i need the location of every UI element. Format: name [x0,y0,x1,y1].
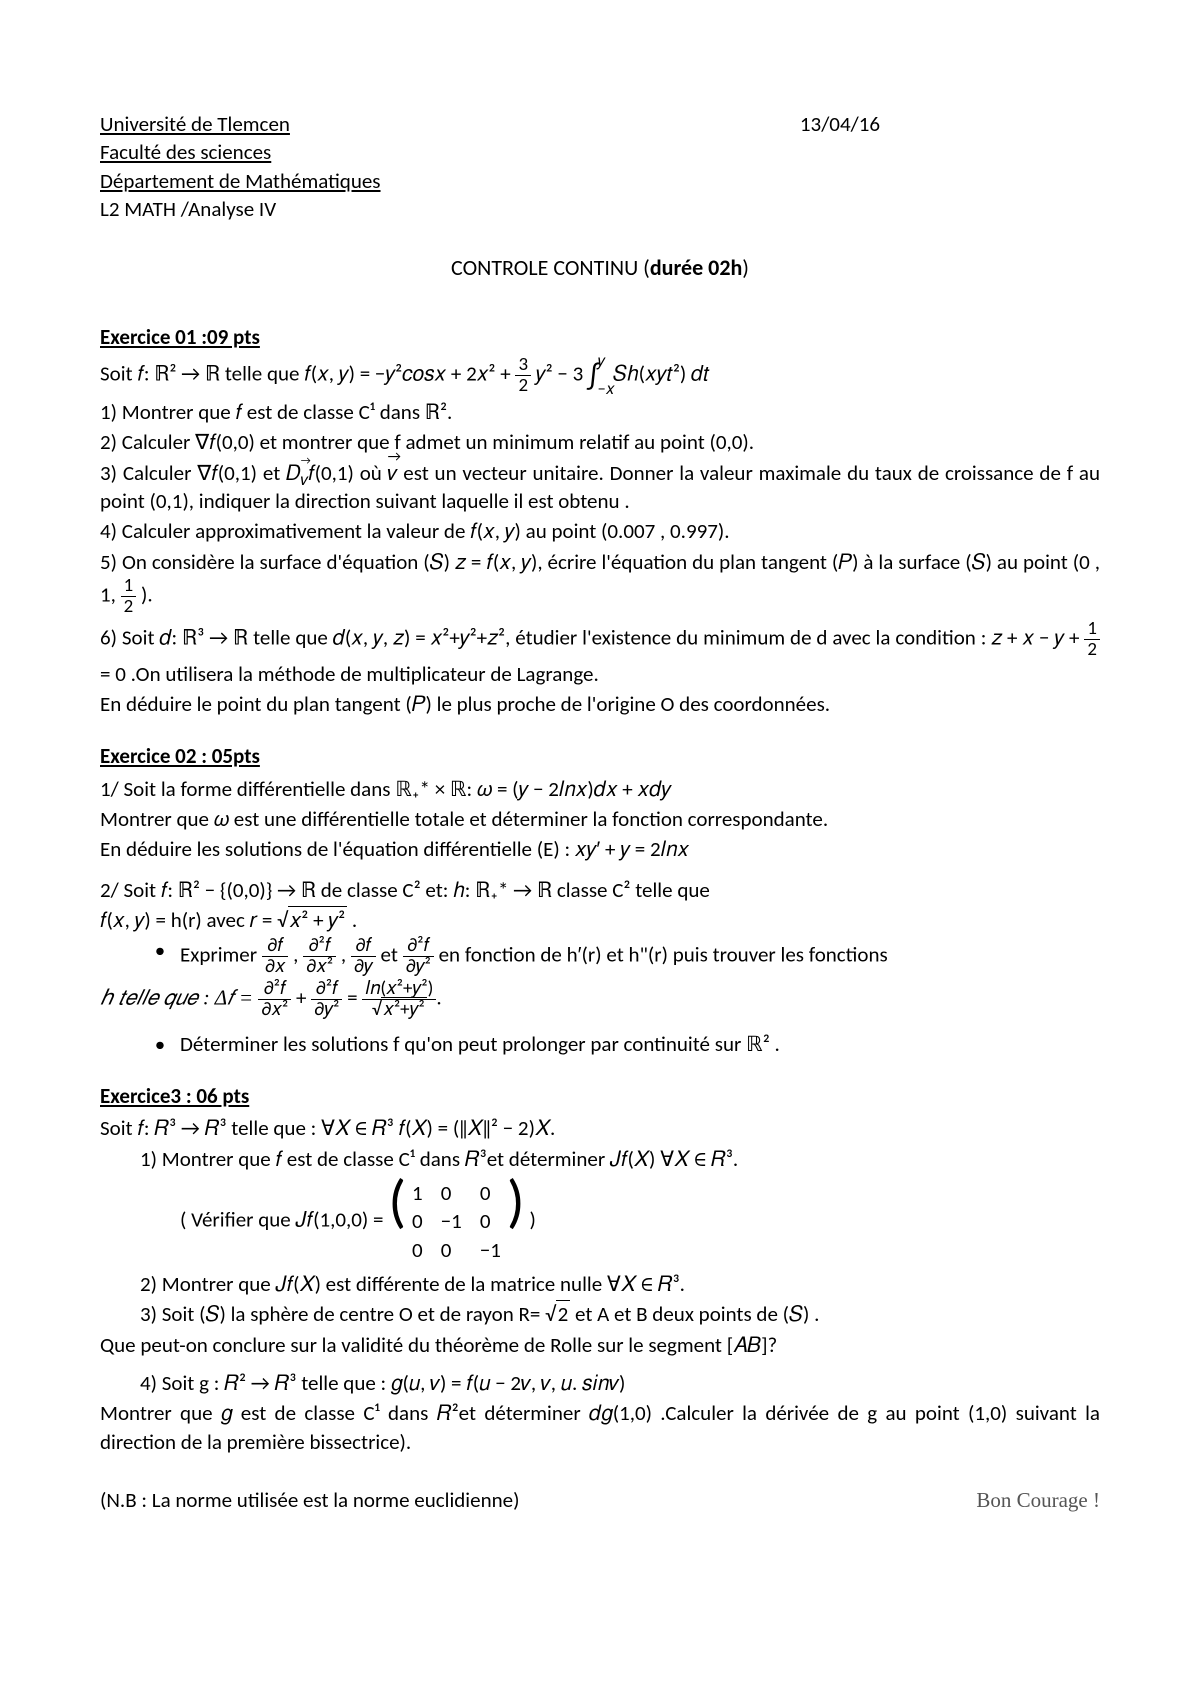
exercise2-heading: Exercice 02 : 05pts [100,742,1100,770]
ex2-htelle: ℎ 𝑡𝑒𝑙𝑙𝑒 𝑞𝑢𝑒 : Δ𝑓 = ∂²𝑓∂𝑥² + ∂²𝑓∂𝑦² = 𝑙𝑛(… [100,979,1100,1020]
document-footer: (N.B : La norme utilisée est la norme eu… [100,1486,1100,1514]
bullet-icon: • [100,936,180,964]
jacobian-matrix: ( 100 0−10 00−1 ) [388,1175,525,1268]
title-prefix: CONTROLE CONTINU ( [451,254,650,281]
ex1-intro: Soit 𝑓: ℝ² → ℝ telle que 𝑓(𝑥, 𝑦) = −𝑦²𝑐𝑜… [100,355,1100,396]
ex1-q3: 3) Calculer ∇𝑓(0,1) et 𝐷𝑣𝑓(0,1) où 𝑣 est… [100,459,1100,516]
integral-icon: ∫𝑦−𝑥 [588,356,599,396]
exam-title: CONTROLE CONTINU (durée 02h) [100,253,1100,283]
faculty-name: Faculté des sciences [100,138,381,166]
exercise1-body: Soit 𝑓: ℝ² → ℝ telle que 𝑓(𝑥, 𝑦) = −𝑦²𝑐𝑜… [100,355,1100,718]
ex2-p1a: 1/ Soit la forme différentielle dans ℝ₊*… [100,775,1100,803]
ex2-bullet2: • Déterminer les solutions f qu'on peut … [100,1030,1100,1058]
ex2-p2b: 𝑓(𝑥, 𝑦) = h(r) avec 𝑟 = √𝑥² + 𝑦² . [100,906,1100,934]
document-header: Université de Tlemcen Faculté des scienc… [100,110,1100,223]
title-suffix: ) [742,254,749,281]
ex3-q3c: Que peut-on conclure sur la validité du … [100,1331,1100,1359]
ex3-verif: ( Vérifier que 𝐽𝑓(1,0,0) = ( 100 0−10 00… [100,1175,1100,1268]
exercise3-heading: Exercice3 : 06 pts [100,1082,1100,1110]
ex3-q4a: 4) Soit g : 𝑅² → 𝑅³ telle que : 𝑔(𝑢, 𝑣) … [100,1369,1100,1397]
department-name: Département de Mathématiques [100,167,381,195]
ex1-q5: 5) On considère la surface d'équation (𝑆… [100,548,1100,617]
ex3-q2: 2) Montrer que 𝐽𝑓(𝑋) est différente de l… [100,1270,1100,1298]
title-duration: durée 02h [650,254,742,281]
header-left: Université de Tlemcen Faculté des scienc… [100,110,381,223]
ex1-q1: 1) Montrer que 𝑓 est de classe C¹ dans ℝ… [100,398,1100,426]
paren-right-icon: ) [507,1175,525,1268]
ex2-bullet1: • Exprimer ∂𝑓∂𝑥 , ∂²𝑓∂𝑥² , ∂𝑓∂𝑦 et ∂²𝑓∂𝑦… [100,936,1100,977]
footer-courage: Bon Courage ! [976,1486,1100,1514]
ex2-p2a: 2/ Soit 𝑓: ℝ² − {(0,0)} → ℝ de classe C²… [100,876,1100,904]
university-name: Université de Tlemcen [100,110,381,138]
exercise1-heading: Exercice 01 :09 pts [100,323,1100,351]
ex1-q4: 4) Calculer approximativement la valeur … [100,517,1100,545]
ex2-p1b: Montrer que 𝜔 est une différentielle tot… [100,805,1100,833]
course-name: L2 MATH /Analyse IV [100,195,381,223]
exercise3-body: Soit 𝑓: 𝑅³ → 𝑅³ telle que : ∀𝑋 ∈ 𝑅³ 𝑓(𝑋)… [100,1114,1100,1456]
ex3-q4b: Montrer que 𝑔 est de classe C¹ dans 𝑅²et… [100,1399,1100,1456]
ex1-q6c: En déduire le point du plan tangent (𝑃) … [100,690,1100,718]
header-date: 13/04/16 [800,110,1100,223]
footer-note: (N.B : La norme utilisée est la norme eu… [100,1486,519,1514]
ex3-p0: Soit 𝑓: 𝑅³ → 𝑅³ telle que : ∀𝑋 ∈ 𝑅³ 𝑓(𝑋)… [100,1114,1100,1142]
document-page: Université de Tlemcen Faculté des scienc… [0,0,1200,1697]
ex2-p1c: En déduire les solutions de l'équation d… [100,835,1100,863]
ex3-q1: 1) Montrer que 𝑓 est de classe C¹ dans 𝑅… [100,1145,1100,1173]
bullet-icon: • [100,1030,180,1058]
ex1-q2: 2) Calculer ∇𝑓(0,0) et montrer que f adm… [100,428,1100,456]
ex1-q6: 6) Soit 𝑑: ℝ³ → ℝ telle que 𝑑(𝑥, 𝑦, 𝑧) =… [100,619,1100,688]
paren-left-icon: ( [388,1175,406,1268]
ex3-q3: 3) Soit (𝑆) la sphère de centre O et de … [100,1300,1100,1328]
exercise2-body: 1/ Soit la forme différentielle dans ℝ₊*… [100,775,1100,1058]
